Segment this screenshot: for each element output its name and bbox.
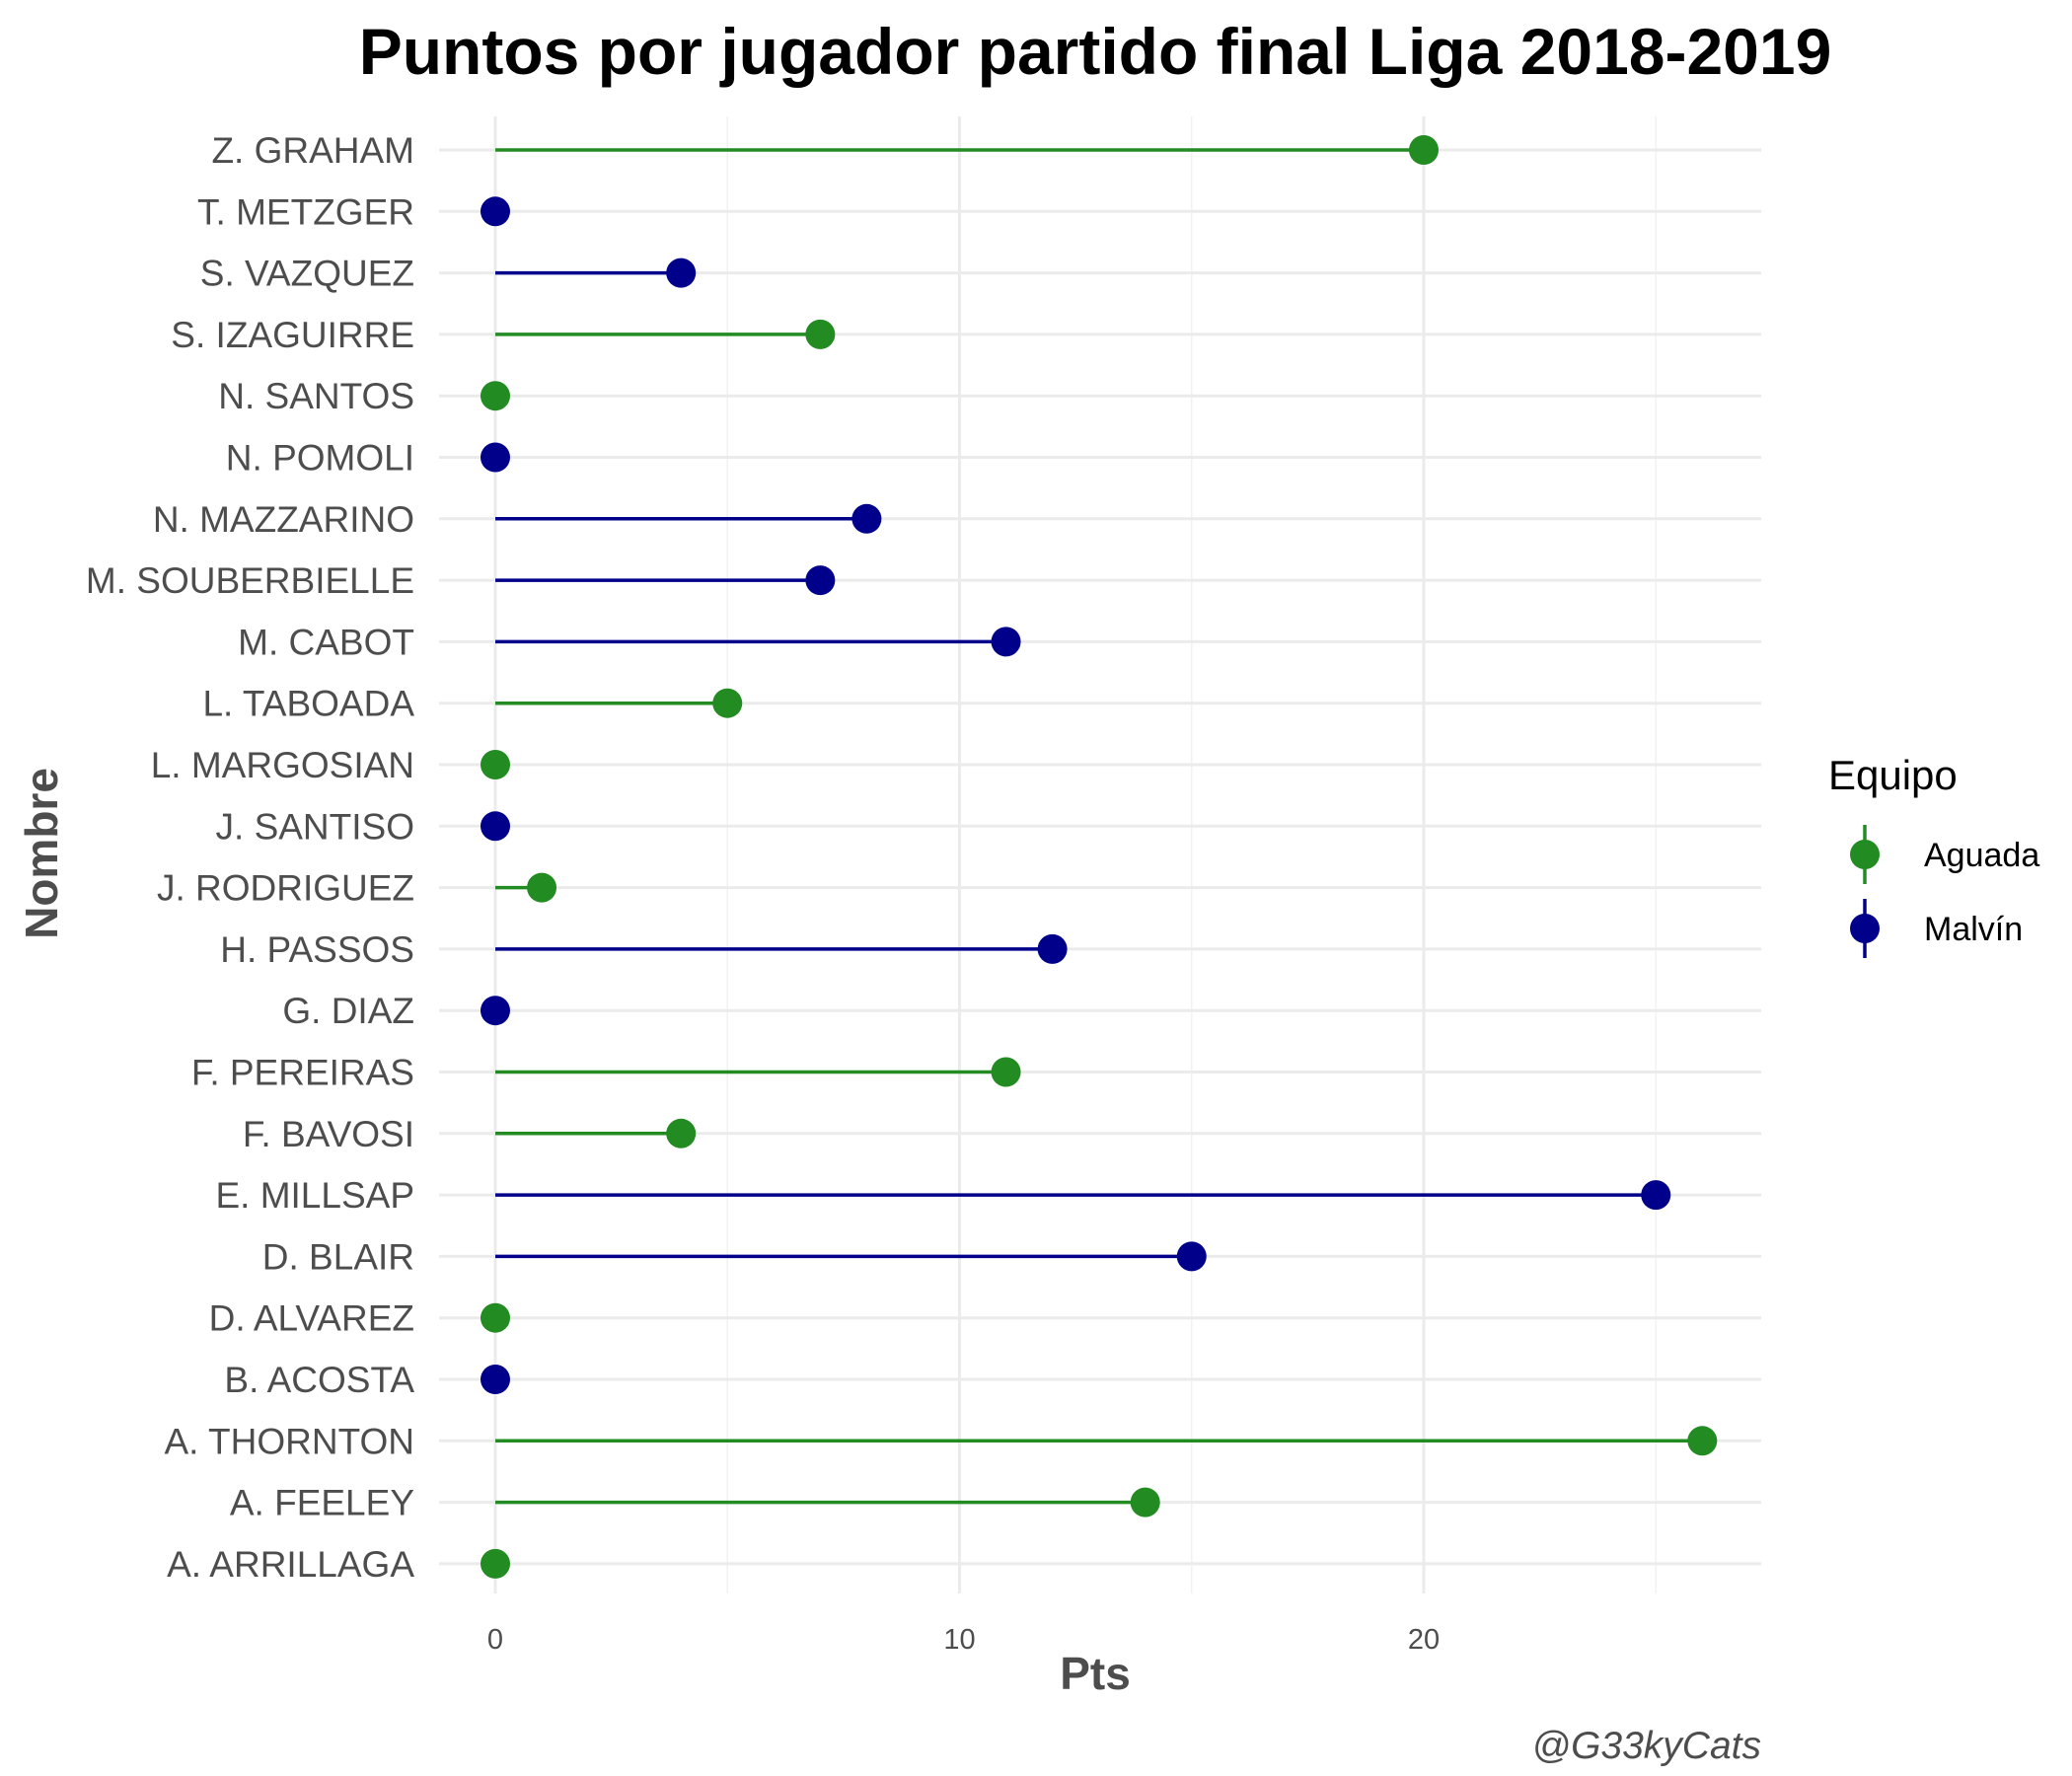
y-tick-label: J. SANTISO (216, 806, 414, 847)
legend-key-point (1850, 914, 1880, 943)
y-tick-label: L. MARGOSIAN (151, 745, 414, 785)
x-tick-label: 20 (1408, 1624, 1440, 1656)
data-point (991, 627, 1021, 657)
legend-title: Equipo (1828, 752, 1958, 798)
y-tick-label: A. ARRILLAGA (167, 1544, 414, 1585)
y-tick-label: A. FEELEY (230, 1483, 414, 1523)
legend-entries: Aguada Malvín (1850, 825, 2039, 958)
legend-label: Aguada (1924, 837, 2039, 874)
y-tick-label: T. METZGER (197, 191, 414, 232)
data-point (805, 565, 836, 596)
y-tick-label: G. DIAZ (282, 991, 414, 1031)
y-tick-label: N. MAZZARINO (153, 499, 414, 540)
data-point (805, 319, 836, 349)
data-point (527, 872, 557, 903)
legend: Equipo Aguada Malvín (1828, 752, 2039, 958)
data-point (1130, 1487, 1160, 1517)
y-tick-label: E. MILLSAP (215, 1175, 414, 1216)
data-point (1641, 1180, 1671, 1211)
data-point (1687, 1426, 1718, 1456)
y-tick-label: D. ALVAREZ (209, 1298, 414, 1339)
grid-lines (439, 116, 1761, 1593)
legend-entry: Aguada (1850, 825, 2039, 884)
y-tick-label: A. THORNTON (164, 1421, 414, 1461)
data-point (481, 442, 510, 473)
data-point (481, 811, 510, 842)
data-point (851, 503, 882, 534)
y-tick-label: S. VAZQUEZ (200, 254, 414, 294)
y-tick-label: Z. GRAHAM (211, 130, 414, 171)
legend-label: Malvín (1924, 911, 2023, 948)
y-tick-label: M. CABOT (238, 622, 414, 662)
x-tick-label: 0 (487, 1624, 503, 1656)
x-axis-title: Pts (1060, 1648, 1131, 1699)
y-tick-label: D. BLAIR (262, 1236, 414, 1277)
y-tick-label: M. SOUBERBIELLE (86, 560, 414, 601)
data-point (481, 1365, 510, 1394)
data-point (481, 1302, 510, 1333)
data-point (1037, 933, 1068, 964)
data-point (481, 1548, 510, 1579)
y-tick-label: S. IZAGUIRRE (171, 315, 414, 355)
data-point (481, 996, 510, 1026)
data-point (712, 688, 743, 718)
data-point (481, 381, 510, 411)
y-axis-labels: Z. GRAHAM T. METZGER S. VAZQUEZ S. IZAGUIRR… (86, 130, 414, 1585)
y-tick-label: N. SANTOS (218, 376, 414, 416)
x-tick-label: 10 (943, 1624, 975, 1656)
y-axis-title: Nombre (16, 768, 67, 939)
legend-entry: Malvín (1850, 899, 2023, 958)
data-point (1176, 1241, 1207, 1272)
y-tick-label: B. ACOSTA (224, 1360, 414, 1400)
y-tick-label: N. POMOLI (226, 438, 414, 479)
data-point (991, 1057, 1021, 1087)
y-tick-label: J. RODRIGUEZ (157, 868, 414, 909)
lollipop-points (481, 135, 1718, 1579)
data-point (1409, 135, 1439, 165)
legend-key-point (1850, 840, 1880, 869)
data-point (481, 196, 510, 227)
caption: @G33kyCats (1532, 1725, 1762, 1767)
data-point (666, 258, 697, 288)
data-point (481, 750, 510, 779)
y-tick-label: F. BAVOSI (243, 1114, 414, 1154)
y-tick-label: H. PASSOS (220, 929, 414, 970)
chart-title: Puntos por jugador partido final Liga 20… (359, 15, 1832, 88)
y-tick-label: F. PEREIRAS (191, 1053, 414, 1093)
x-axis-ticks: 0 10 20 (487, 1624, 1440, 1656)
data-point (666, 1118, 697, 1148)
y-tick-label: L. TABOADA (202, 684, 414, 724)
